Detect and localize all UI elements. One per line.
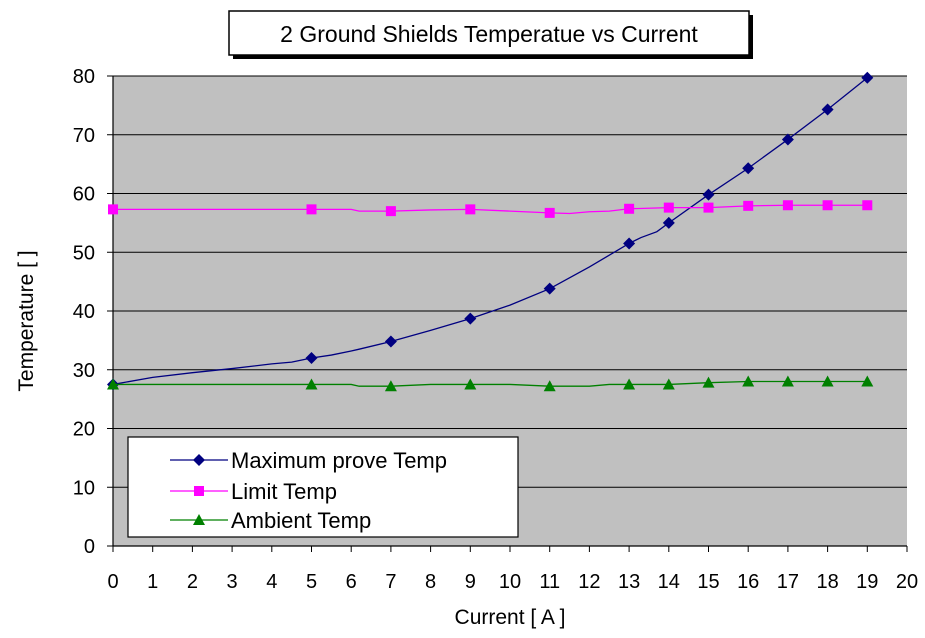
series-line [113, 380, 868, 387]
chart-title-box: 2 Ground Shields Temperatue vs Current [228, 10, 753, 59]
x-tick-label: 13 [618, 571, 640, 593]
data-point [107, 378, 119, 390]
x-tick-label: 18 [816, 571, 838, 593]
legend-label: Limit Temp [231, 479, 337, 504]
x-tick-label: 10 [499, 571, 521, 593]
data-point [624, 203, 635, 214]
legend-marker [193, 514, 205, 525]
data-point [821, 375, 834, 387]
x-tick-label: 3 [227, 571, 238, 593]
series-1 [108, 200, 873, 218]
gridlines [113, 75, 907, 488]
data-point [305, 352, 318, 364]
x-axis-title: Current [ A ] [455, 606, 566, 629]
y-tick-label: 60 [73, 184, 95, 206]
data-point [662, 216, 675, 229]
data-point [384, 335, 397, 348]
data-point [782, 200, 793, 211]
y-tick-label: 40 [73, 301, 95, 323]
x-tick-label: 5 [306, 571, 317, 593]
data-point [306, 204, 317, 215]
series-line [113, 204, 868, 215]
data-point [623, 378, 636, 390]
x-tick-label: 15 [697, 571, 719, 593]
data-point [305, 378, 318, 390]
x-tick-label: 16 [737, 571, 759, 593]
data-point [862, 200, 873, 211]
x-tick-label: 20 [896, 571, 918, 593]
data-point [464, 378, 477, 390]
x-tick-label: 8 [425, 571, 436, 593]
data-point [781, 133, 794, 146]
data-point [464, 312, 477, 325]
y-tick-label: 0 [84, 536, 95, 558]
legend-entry-1: Limit Temp [170, 479, 337, 504]
y-tick-label: 20 [73, 419, 95, 441]
data-point [742, 162, 755, 175]
x-tick-label: 12 [578, 571, 600, 593]
data-point [742, 375, 755, 387]
legend-marker [193, 454, 205, 466]
data-point [465, 204, 476, 215]
y-tick-label: 50 [73, 242, 95, 264]
data-point [662, 378, 675, 390]
axes [107, 75, 908, 552]
x-tick-label: 17 [777, 571, 799, 593]
legend-label: Ambient Temp [231, 508, 371, 533]
y-axis-title: Temperature [ ] [15, 250, 38, 391]
data-point [108, 204, 118, 215]
legend-entry-0: Maximum prove Temp [170, 448, 447, 473]
data-point [543, 282, 556, 295]
x-tick-labels: 0 1 2 3 4 5 6 7 8 9 10 11 12 13 14 15 16 17 18 19 20 [107, 571, 918, 593]
data-point [702, 188, 715, 201]
x-tick-label: 6 [346, 571, 357, 593]
data-point [781, 375, 794, 387]
x-tick-label: 7 [385, 571, 396, 593]
data-point [821, 103, 834, 116]
y-tick-label: 70 [73, 125, 95, 147]
data-point [623, 237, 636, 250]
x-tick-label: 9 [465, 571, 476, 593]
series-layer [107, 71, 874, 392]
y-tick-label: 80 [73, 66, 95, 88]
data-point [385, 206, 396, 217]
x-tick-label: 14 [658, 571, 680, 593]
data-point [663, 202, 674, 213]
y-tick-label: 10 [73, 477, 95, 499]
x-tick-label: 0 [107, 571, 118, 593]
x-tick-label: 19 [856, 571, 878, 593]
data-point [384, 380, 397, 392]
x-tick-label: 4 [266, 571, 277, 593]
legend: Maximum prove Temp Limit Temp Ambient Temp [127, 436, 519, 538]
y-tick-labels: 0 10 20 30 40 50 60 70 80 [73, 66, 95, 558]
legend-entry-2: Ambient Temp [170, 508, 371, 533]
y-tick-label: 30 [73, 360, 95, 382]
data-point [702, 376, 715, 388]
x-tick-label: 11 [539, 571, 560, 593]
series-0 [107, 71, 874, 391]
legend-label: Maximum prove Temp [231, 448, 447, 473]
chart-title: 2 Ground Shields Temperatue vs Current [280, 21, 698, 47]
data-point [822, 200, 833, 211]
data-point [544, 207, 555, 218]
data-point [543, 380, 556, 392]
data-point [743, 200, 754, 211]
x-tick-label: 2 [187, 571, 198, 593]
legend-marker [194, 486, 204, 496]
series-2 [107, 375, 874, 392]
x-tick-label: 1 [147, 571, 158, 593]
data-point [703, 202, 714, 213]
data-point [861, 375, 874, 387]
data-point [861, 71, 874, 84]
